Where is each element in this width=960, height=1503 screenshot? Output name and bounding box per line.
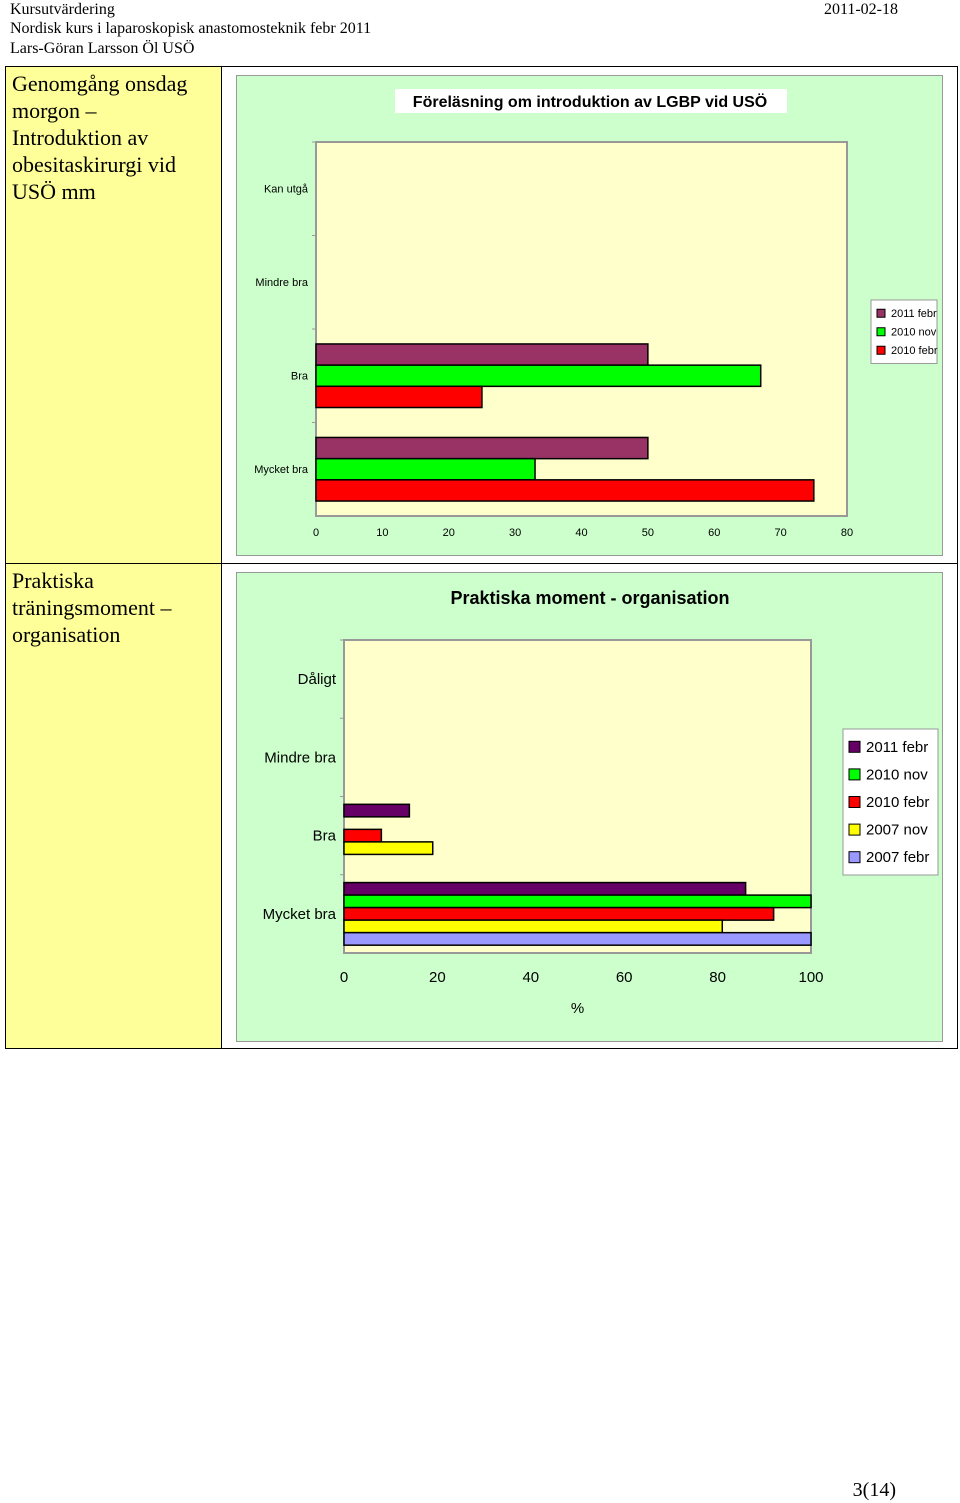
x-tick-label: 60 bbox=[708, 527, 720, 539]
legend-label: 2010 nov bbox=[891, 326, 937, 338]
chart-title-background bbox=[395, 89, 787, 113]
x-tick-label: 100 bbox=[798, 969, 823, 986]
chart-practical-organisation: Praktiska moment - organisation Dåligt Min… bbox=[236, 572, 943, 1042]
category-label: Mycket bra bbox=[263, 906, 337, 923]
x-axis-label: % bbox=[571, 1000, 584, 1017]
bar bbox=[343, 919, 724, 934]
legend-label: 2011 febr bbox=[866, 739, 928, 756]
row1-label-cell bbox=[6, 67, 221, 563]
x-tick-label: 0 bbox=[340, 969, 348, 986]
table-divider-vertical bbox=[221, 66, 222, 1049]
bar bbox=[315, 343, 649, 366]
chart-title: Föreläsning om introduktion av LGBP vid … bbox=[413, 92, 767, 111]
x-tick-label: 40 bbox=[522, 969, 539, 986]
legend-swatch bbox=[876, 327, 886, 337]
x-tick-label: 80 bbox=[709, 969, 726, 986]
chart-title: Praktiska moment - organisation bbox=[450, 588, 729, 608]
row1-label: Genomgång onsdag morgon – Introduktion a… bbox=[12, 71, 188, 204]
bar bbox=[315, 479, 815, 502]
x-tick-label: 0 bbox=[313, 527, 319, 539]
bar bbox=[315, 457, 536, 481]
row2-label-cell bbox=[6, 564, 221, 1048]
legend-swatch bbox=[876, 345, 886, 355]
bar bbox=[343, 803, 411, 818]
x-tick-label: 50 bbox=[642, 527, 654, 539]
bar bbox=[343, 931, 812, 946]
x-tick-label: 80 bbox=[841, 527, 853, 539]
legend-swatch bbox=[848, 851, 861, 864]
page-number: 3(14) bbox=[852, 1479, 896, 1501]
legend-label: 2007 febr bbox=[866, 849, 929, 866]
category-label: Mycket bra bbox=[254, 464, 309, 476]
legend-label: 2007 nov bbox=[866, 822, 928, 839]
header-author: Lars-Göran Larsson Öl USÖ bbox=[10, 40, 195, 57]
bar bbox=[315, 436, 649, 460]
legend-label: 2010 nov bbox=[866, 766, 928, 783]
bar bbox=[343, 894, 812, 909]
x-tick-label: 20 bbox=[443, 527, 455, 539]
legend-label: 2011 febr bbox=[891, 308, 937, 320]
legend-swatch bbox=[848, 796, 861, 808]
category-label: Bra bbox=[291, 370, 309, 382]
header-course-title: Nordisk kurs i laparoskopisk anastomoste… bbox=[10, 20, 372, 37]
evaluation-table bbox=[5, 66, 958, 1049]
x-tick-label: 60 bbox=[616, 969, 633, 986]
legend-swatch bbox=[848, 740, 861, 753]
bar bbox=[343, 881, 747, 896]
legend-label: 2010 febr bbox=[866, 794, 929, 811]
legend-swatch bbox=[848, 823, 861, 836]
row2-label: Praktiska träningsmoment – organisation bbox=[12, 568, 172, 647]
x-tick-label: 30 bbox=[509, 527, 521, 539]
category-label: Kan utgå bbox=[264, 183, 309, 195]
x-tick-label: 20 bbox=[429, 969, 446, 986]
category-label: Mindre bra bbox=[264, 749, 336, 766]
bar bbox=[315, 364, 762, 388]
bar bbox=[343, 841, 434, 856]
chart-lgbp-svg: Föreläsning om introduktion av LGBP vid … bbox=[254, 89, 938, 539]
header-date: 2011-02-18 bbox=[823, 1, 898, 18]
legend-swatch bbox=[848, 768, 861, 781]
x-tick-label: 40 bbox=[575, 527, 587, 539]
legend-swatch bbox=[876, 308, 886, 318]
bar bbox=[315, 385, 483, 409]
chart-practical-svg: Praktiska moment - organisation Dåligt Min… bbox=[263, 588, 939, 1017]
category-label: Mindre bra bbox=[255, 277, 308, 289]
bar bbox=[343, 906, 775, 921]
header-course-eval: Kursutvärdering bbox=[10, 1, 115, 18]
legend-label: 2010 febr bbox=[891, 345, 938, 357]
bar bbox=[343, 828, 383, 843]
chart-lgbp-lecture: Föreläsning om introduktion av LGBP vid … bbox=[236, 75, 943, 556]
x-tick-label: 70 bbox=[775, 527, 787, 539]
table-divider-horizontal bbox=[5, 563, 958, 564]
category-label: Bra bbox=[313, 828, 337, 845]
category-label: Dåligt bbox=[298, 671, 337, 688]
x-tick-label: 10 bbox=[376, 527, 388, 539]
